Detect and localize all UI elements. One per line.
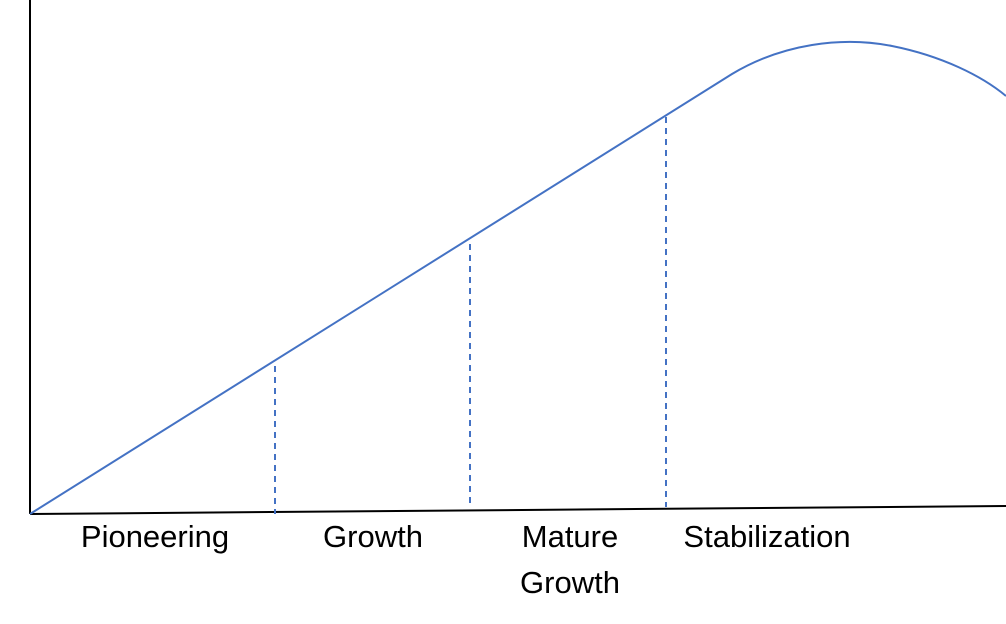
stage-label-growth-line-1: Growth xyxy=(323,519,423,554)
stage-label-growth: Growth xyxy=(313,514,433,560)
x-axis xyxy=(29,505,1006,515)
stage-label-stabilization-line-1: Stabilization xyxy=(683,519,851,554)
stage-label-pioneering: Pioneering xyxy=(75,514,235,560)
stage-label-mature-growth-line-1: Mature xyxy=(521,519,619,554)
lifecycle-curve xyxy=(29,40,1006,515)
stage-label-mature-growth: Mature Growth xyxy=(505,514,635,606)
stage-label-mature-growth-line-2: Growth xyxy=(520,565,620,600)
stage-label-pioneering-line-1: Pioneering xyxy=(80,519,230,554)
stage-label-stabilization: Stabilization xyxy=(672,514,862,560)
